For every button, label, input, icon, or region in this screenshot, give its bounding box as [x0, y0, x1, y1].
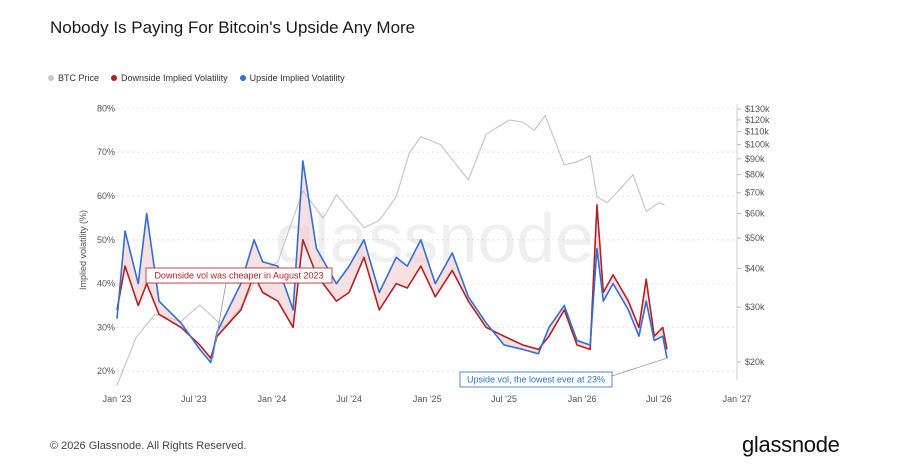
- y-tick-label: 50%: [97, 235, 115, 245]
- annotation-leader-upside: [611, 357, 668, 377]
- y2-tick-label: $50k: [745, 233, 765, 243]
- btc-price-line: [116, 114, 666, 386]
- annotation-box-downside: [145, 267, 333, 284]
- y2-tick-label: $120k: [745, 115, 770, 125]
- upside-vol-line: [116, 160, 668, 364]
- series-lines: [116, 114, 668, 386]
- y2-tick-label: $80k: [745, 170, 765, 180]
- annotation-box-upside: [459, 371, 613, 388]
- annotation-leader-downside: [212, 282, 227, 359]
- y-tick-label: 70%: [97, 147, 115, 157]
- x-tick-label: Jan '25: [413, 394, 442, 404]
- copyright-text: © 2026 Glassnode. All Rights Reserved.: [50, 440, 247, 452]
- y-tick-label: 40%: [97, 279, 115, 289]
- y2-tick-label: $100k: [745, 140, 770, 150]
- annotations: Downside vol was cheaper in August 2023 U…: [145, 267, 668, 388]
- legend-item-btc-price[interactable]: BTC Price: [48, 73, 99, 83]
- x-tick-label: Jan '26: [568, 394, 597, 404]
- y-tick-label: 80%: [97, 103, 115, 113]
- y2-tick-label: $90k: [745, 154, 765, 164]
- legend-item-downside-vol[interactable]: Downside Implied Volatility: [111, 73, 228, 83]
- y2-tick-label: $40k: [745, 263, 765, 273]
- legend-label-btc-price: BTC Price: [58, 73, 100, 83]
- x-tick-label: Jan '27: [723, 394, 752, 404]
- legend-dot-btc-price: [48, 75, 54, 81]
- legend: BTC Price Downside Implied Volatility Up…: [48, 73, 345, 83]
- grid-lines: [117, 107, 737, 372]
- y2-tick-label: $20k: [745, 357, 765, 367]
- x-tick-label: Jul '26: [646, 394, 672, 404]
- legend-label-upside-vol: Upside Implied Volatility: [249, 73, 345, 83]
- brand-logo[interactable]: glassnode: [742, 432, 840, 457]
- legend-label-downside-vol: Downside Implied Volatility: [121, 73, 228, 83]
- x-tick-label: Jan '24: [258, 394, 287, 404]
- y2-tick-label: $110k: [745, 127, 769, 137]
- y2-tick-label: $60k: [745, 209, 765, 219]
- x-axis: Jan '23 Jul '23 Jan '24 Jul '24 Jan '25 Jul '…: [103, 394, 752, 404]
- downside-vol-line: [116, 203, 668, 359]
- y2-tick-label: $130k: [745, 104, 770, 114]
- x-tick-label: Jan '23: [103, 394, 132, 404]
- annotation-upside: Upside vol, the lowest ever at 23%: [467, 375, 605, 385]
- y-axis-right: $130k$120k $110k $100k $90k $80k $70k $60k $50k…: [736, 104, 770, 380]
- annotation-downside: Downside vol was cheaper in August 2023: [154, 271, 323, 281]
- y-tick-label: 30%: [97, 322, 115, 332]
- watermark-text: glassnode: [275, 199, 594, 277]
- y-tick-label: 60%: [97, 191, 115, 201]
- legend-dot-downside-vol: [111, 75, 118, 81]
- y-axis-left: 80% 70% 60% 50% 40% 30% 20%: [97, 103, 115, 376]
- chart-title: Nobody Is Paying For Bitcoin's Upside An…: [50, 18, 416, 37]
- y2-tick-label: $30k: [745, 302, 765, 312]
- legend-item-upside-vol[interactable]: Upside Implied Volatility: [239, 73, 345, 83]
- x-tick-label: Jul '24: [336, 394, 362, 404]
- y2-tick-label: $70k: [745, 188, 765, 198]
- y-tick-label: 20%: [97, 366, 115, 376]
- legend-dot-upside-vol: [239, 75, 246, 81]
- x-tick-label: Jul '25: [491, 394, 517, 404]
- x-tick-label: Jul '23: [181, 394, 207, 404]
- y-axis-label: Implied volatility (%): [78, 210, 88, 290]
